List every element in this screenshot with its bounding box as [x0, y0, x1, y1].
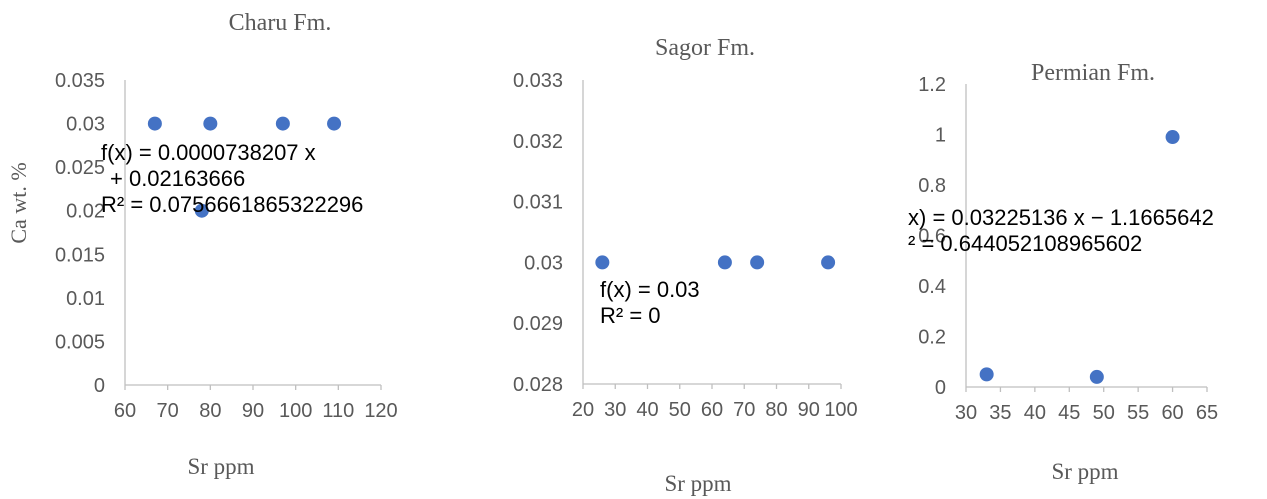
data-point	[327, 116, 342, 131]
equation-line-2: + 0.02163666	[110, 166, 245, 191]
data-point	[1089, 369, 1104, 384]
x-tick-label: 45	[1058, 402, 1080, 424]
y-tick-label: 1	[935, 125, 946, 147]
data-point	[595, 255, 610, 270]
y-tick-label: 0.035	[55, 70, 105, 92]
equation-line-1: f(x) = 0.0000738207 x	[101, 140, 316, 165]
x-tick-label: 100	[279, 400, 312, 422]
x-tick-label: 60	[701, 399, 723, 421]
y-tick-label: 0.2	[918, 327, 946, 349]
y-tick-label: 0.025	[55, 157, 105, 179]
x-tick-label: 30	[955, 402, 977, 424]
x-axis-label: Sr ppm	[1051, 459, 1118, 484]
equation-line-1: x) = 0.03225136 x − 1.1665642	[908, 205, 1214, 230]
y-tick-label: 0.03	[524, 252, 563, 274]
y-axis-label: Ca wt. %	[6, 162, 31, 243]
x-tick-label: 20	[572, 399, 594, 421]
x-tick-label: 90	[798, 399, 820, 421]
x-tick-label: 60	[1161, 402, 1183, 424]
y-tick-label: 0.032	[513, 131, 563, 153]
x-tick-label: 70	[157, 400, 179, 422]
y-tick-label: 0.01	[66, 288, 105, 310]
x-axis-label: Sr ppm	[187, 454, 254, 479]
r-squared: R² = 0	[600, 303, 661, 328]
x-tick-label: 55	[1127, 402, 1149, 424]
chart-panel-charu: Charu Fm. Ca wt. % Sr ppm 60 70 80 90 100 110…	[6, 10, 398, 479]
x-tick-label: 100	[824, 399, 857, 421]
chart-title: Sagor Fm.	[655, 35, 755, 61]
trendline-equation: f(x) = 0.0000738207 x + 0.02163666 R² = …	[101, 140, 363, 217]
y-tick-label: 0.03	[66, 114, 105, 136]
x-tick-label: 110	[322, 400, 354, 422]
y-tick-label: 0.033	[513, 70, 563, 92]
y-tick-label: 0.031	[513, 192, 563, 214]
chart-panel-permian: Permian Fm. Sr ppm 30 35 40 45 50 55 60 65 0 0.2 0…	[908, 60, 1218, 484]
y-tick-label: 0.015	[55, 244, 105, 266]
y-tick-label: 0.8	[918, 175, 946, 197]
x-tick-label: 50	[1093, 402, 1115, 424]
x-tick-label: 40	[636, 399, 658, 421]
y-tick-label: 0.029	[513, 313, 563, 335]
data-point	[821, 255, 836, 270]
x-tick-label: 80	[765, 399, 787, 421]
y-tick-label: 0.028	[513, 374, 563, 396]
x-axis-label: Sr ppm	[664, 471, 731, 496]
trendline-equation: x) = 0.03225136 x − 1.1665642 ² = 0.6440…	[908, 205, 1214, 256]
x-tick-label: 120	[364, 400, 397, 422]
r-squared: ² = 0.644052108965602	[908, 231, 1142, 256]
trendline-equation: f(x) = 0.03 R² = 0	[600, 277, 700, 328]
data-point	[1165, 130, 1180, 145]
x-tick-label: 70	[733, 399, 755, 421]
data-point	[194, 203, 209, 218]
y-tick-label: 0.4	[918, 276, 946, 298]
data-point	[717, 255, 732, 270]
data-point	[147, 116, 162, 131]
equation-line-1: f(x) = 0.03	[600, 277, 700, 302]
x-tick-label: 65	[1196, 402, 1218, 424]
y-tick-label: 0.005	[55, 331, 105, 353]
x-tick-label: 90	[242, 400, 264, 422]
x-tick-label: 35	[989, 402, 1011, 424]
x-tick-label: 50	[669, 399, 691, 421]
y-tick-label: 0.02	[66, 201, 105, 223]
chart-title: Charu Fm.	[229, 10, 332, 36]
chart-title: Permian Fm.	[1031, 60, 1155, 86]
chart-panel-sagor: Sagor Fm. Sr ppm 20 30 40 50 60 70 80 90 100 0.02…	[513, 35, 858, 496]
y-tick-label: 0	[935, 377, 946, 399]
y-tick-label: 1.2	[918, 74, 946, 96]
y-tick-label: 0.6	[918, 226, 946, 248]
data-point	[750, 255, 765, 270]
r-squared: R² = 0.0756661865322296	[101, 192, 363, 217]
data-point	[203, 116, 218, 131]
x-tick-label: 80	[199, 400, 221, 422]
x-tick-label: 40	[1024, 402, 1046, 424]
data-point	[275, 116, 290, 131]
x-tick-label: 60	[114, 400, 136, 422]
x-tick-label: 30	[604, 399, 626, 421]
data-point	[979, 367, 994, 382]
y-tick-label: 0	[94, 375, 105, 397]
